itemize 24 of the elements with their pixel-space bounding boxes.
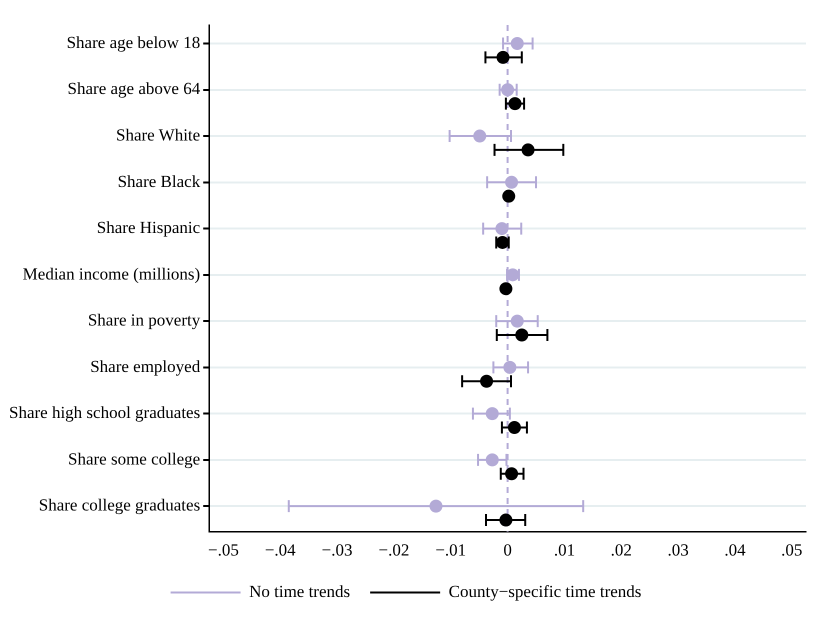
legend-label: No time trends xyxy=(249,582,350,601)
legend-label: County−specific time trends xyxy=(448,582,642,601)
x-tick-label: .04 xyxy=(724,540,746,560)
y-tick-label: Share college graduates xyxy=(38,496,200,515)
y-tick-label: Share White xyxy=(116,126,200,145)
x-tick-label: −.04 xyxy=(264,540,296,560)
x-tick-label: .05 xyxy=(781,540,802,560)
x-tick-label: .02 xyxy=(610,540,632,560)
x-tick-label: −.03 xyxy=(322,540,353,560)
y-tick-label: Share in poverty xyxy=(88,310,201,330)
x-tick-label: 0 xyxy=(503,540,512,560)
x-tick-label: −.01 xyxy=(435,540,466,560)
y-tick-label: Median income (millions) xyxy=(22,264,200,284)
x-tick-label: .01 xyxy=(554,540,576,560)
y-tick-label: Share age below 18 xyxy=(66,32,200,52)
x-tick-label: −.05 xyxy=(208,540,239,560)
y-tick-label: Share employed xyxy=(90,356,201,376)
y-tick-label: Share some college xyxy=(68,449,200,468)
y-tick-label: Share Hispanic xyxy=(96,218,201,238)
y-tick-label: Share age above 64 xyxy=(68,79,201,98)
y-tick-label: Share Black xyxy=(118,172,201,191)
x-tick-label: −.02 xyxy=(378,540,410,560)
y-tick-label: Share high school graduates xyxy=(8,403,200,422)
x-tick-label: .03 xyxy=(667,540,689,560)
